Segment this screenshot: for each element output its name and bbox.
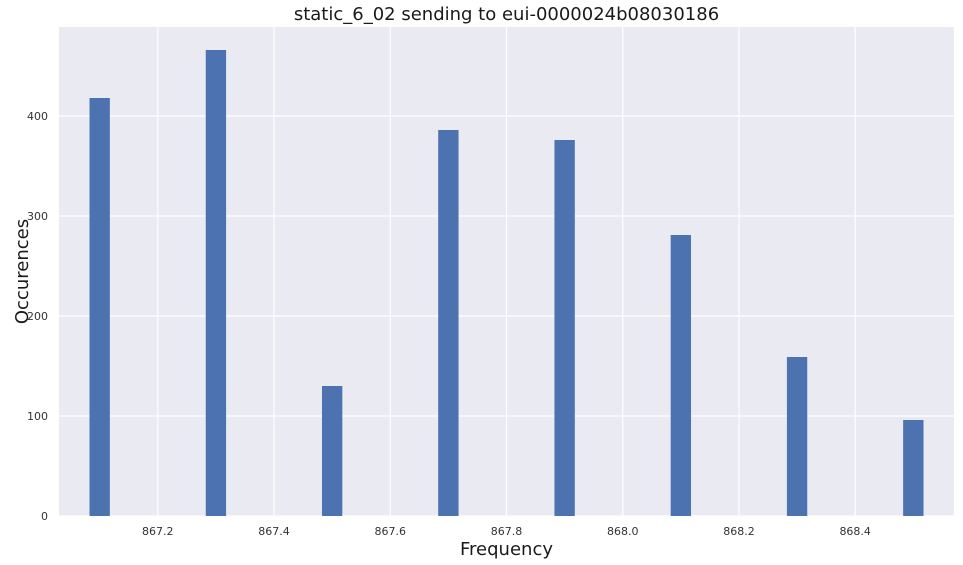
histogram-bar — [321, 386, 343, 516]
histogram-bar — [205, 50, 227, 516]
x-tick-label: 868.2 — [723, 525, 755, 538]
x-tick-label: 868.4 — [839, 525, 871, 538]
x-tick-label: 867.8 — [491, 525, 523, 538]
y-tick-label: 200 — [27, 310, 48, 323]
x-tick-label: 868.0 — [607, 525, 639, 538]
y-axis-label: Occurences — [12, 219, 33, 324]
chart-title: static_6_02 sending to eui-0000024b08030… — [294, 4, 719, 25]
histogram-bar — [786, 357, 808, 516]
y-tick-label: 300 — [27, 210, 48, 223]
x-tick-label: 867.6 — [375, 525, 407, 538]
y-tick-label: 0 — [41, 510, 48, 523]
x-tick-label: 867.2 — [142, 525, 174, 538]
x-axis-label: Frequency — [460, 539, 553, 560]
x-tick-label: 867.4 — [258, 525, 290, 538]
histogram-bar — [903, 420, 924, 516]
x-tick-labels: 867.2 867.4 867.6 867.8 868.0 868.2 868.4 — [142, 525, 871, 538]
y-tick-label: 100 — [27, 410, 48, 423]
histogram-bar — [554, 140, 575, 516]
histogram-bar — [89, 98, 110, 516]
bars — [89, 50, 924, 516]
histogram-bar — [670, 235, 692, 516]
y-tick-label: 400 — [27, 110, 48, 123]
y-tick-labels: 0 100 200 300 400 — [27, 110, 48, 523]
histogram-bar — [438, 130, 459, 516]
